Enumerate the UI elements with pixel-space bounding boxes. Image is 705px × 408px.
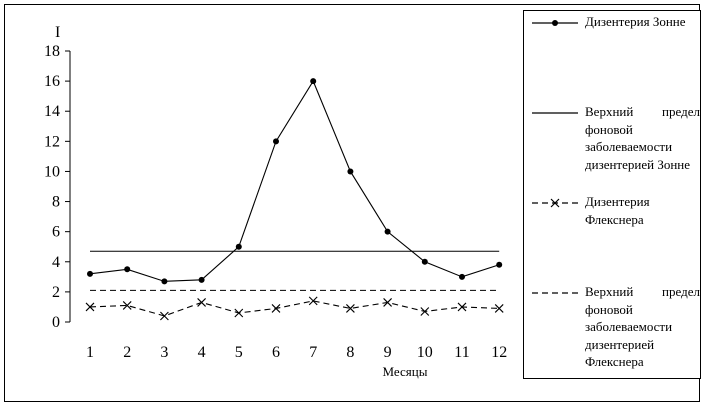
- sonne-point: [161, 278, 168, 285]
- x-tick-label: 1: [86, 344, 94, 361]
- legend-label-flexner-limit: Верхний предел фоновой заболеваемости ди…: [585, 284, 700, 369]
- sonne-point: [459, 273, 465, 280]
- y-tick-label: 4: [52, 254, 60, 271]
- x-tick-label: 9: [384, 344, 392, 361]
- sonne-point: [421, 258, 428, 265]
- x-tick-label: 11: [454, 344, 469, 361]
- flexner-point: [383, 298, 392, 307]
- y-tick-label: 6: [52, 224, 60, 241]
- x-tick-label: 10: [417, 344, 433, 361]
- series-line-0: [89, 79, 500, 282]
- x-tick-label: 4: [198, 344, 206, 361]
- y-tick-label: 18: [44, 43, 60, 60]
- legend-label-sonne: Дизентерия Зонне: [585, 14, 686, 29]
- sonne-point: [496, 261, 503, 268]
- x-tick-label: 2: [123, 344, 131, 361]
- flexner-point: [271, 304, 281, 313]
- legend-swatch-sonne-limit: [532, 112, 578, 114]
- x-tick-label: 8: [346, 344, 354, 361]
- sonne-point: [87, 270, 93, 277]
- flexner-point: [494, 304, 504, 313]
- chart-frame: 0 2 4 6 8 10 12 14 16 18 1 2 3 4 5 6 7 8 9 10 11 12 I Месяцы Ди…: [4, 4, 701, 402]
- legend-label-flexner: Дизентерия Флекснера: [585, 194, 650, 227]
- legend: Дизентерия Зонне Верхний предел фоновой …: [523, 10, 701, 379]
- y-tick-label: 8: [52, 194, 60, 211]
- y-tick-label: 16: [44, 73, 60, 90]
- sonne-point: [124, 266, 131, 273]
- y-tick-label: 12: [44, 133, 60, 150]
- series-line-2: [89, 300, 500, 317]
- sonne-point: [384, 228, 391, 235]
- x-tick-label: 3: [160, 344, 168, 361]
- flexner-point: [346, 304, 355, 313]
- flexner-point: [234, 308, 244, 318]
- y-tick-label: 10: [44, 163, 60, 180]
- legend-label-sonne-limit: Верхний предел фоновой заболеваемости ди…: [585, 104, 700, 172]
- x-axis-label: Месяцы: [383, 364, 428, 379]
- sonne-point: [310, 78, 317, 85]
- flexner-point: [457, 302, 467, 312]
- x-tick-label: 6: [272, 344, 280, 361]
- sonne-point: [235, 243, 242, 250]
- flexner-point: [160, 311, 169, 321]
- flexner-point: [420, 307, 430, 316]
- y-tick-label: 0: [52, 314, 60, 331]
- sonne-point: [273, 138, 279, 145]
- flexner-point: [197, 298, 206, 307]
- legend-swatch-flexner-limit: [532, 292, 578, 294]
- y-axis-label: I: [55, 24, 60, 41]
- sonne-point: [347, 168, 354, 175]
- sonne-point: [198, 276, 205, 283]
- y-tick-label: 2: [52, 284, 60, 301]
- flexner-point: [85, 302, 95, 312]
- x-tick-label: 5: [235, 344, 243, 361]
- y-tick-label: 14: [44, 103, 60, 120]
- flexner-point: [122, 301, 132, 310]
- x-tick-label: 7: [309, 344, 317, 361]
- legend-swatch-sonne: [532, 20, 578, 26]
- x-tick-label: 12: [491, 344, 507, 361]
- flexner-point: [308, 296, 318, 306]
- legend-swatch-flexner: [532, 198, 578, 208]
